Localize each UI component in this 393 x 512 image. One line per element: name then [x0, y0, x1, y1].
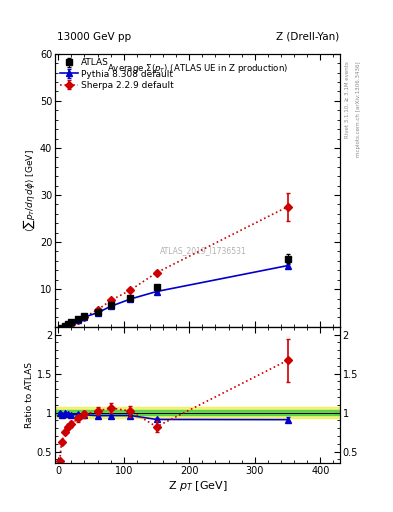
Text: mcplots.cern.ch [arXiv:1306.3436]: mcplots.cern.ch [arXiv:1306.3436]: [356, 61, 361, 157]
Text: ATLAS_2019_I1736531: ATLAS_2019_I1736531: [160, 246, 246, 255]
Bar: [55, 410, 340, 415]
X-axis label: Z $p_T$ [GeV]: Z $p_T$ [GeV]: [168, 479, 227, 493]
Text: Rivet 3.1.10, ≥ 3.1M events: Rivet 3.1.10, ≥ 3.1M events: [345, 61, 350, 138]
Y-axis label: Ratio to ATLAS: Ratio to ATLAS: [25, 362, 34, 428]
Bar: [55, 407, 340, 418]
Text: Average $\Sigma(p_T)$ (ATLAS UE in Z production): Average $\Sigma(p_T)$ (ATLAS UE in Z pro…: [107, 62, 288, 75]
Y-axis label: $\langle\sum p_T/d\eta\,d\phi\rangle$ [GeV]: $\langle\sum p_T/d\eta\,d\phi\rangle$ [G…: [22, 149, 37, 231]
Text: 13000 GeV pp: 13000 GeV pp: [57, 32, 131, 42]
Text: Z (Drell-Yan): Z (Drell-Yan): [275, 32, 339, 42]
Legend: ATLAS, Pythia 8.308 default, Sherpa 2.2.9 default: ATLAS, Pythia 8.308 default, Sherpa 2.2.…: [58, 56, 176, 92]
